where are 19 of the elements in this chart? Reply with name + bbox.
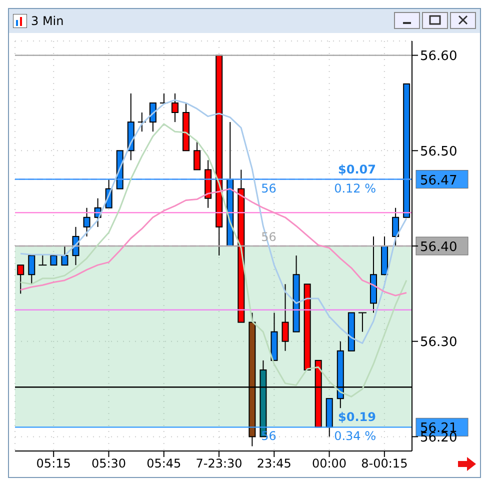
annotation: $0.19 (338, 410, 376, 424)
x-tick-label: 05:45 (146, 456, 182, 471)
annotation: $0.07 (338, 162, 376, 176)
y-tick-label: 56.30 (420, 334, 458, 350)
chart-title: 3 Min (31, 14, 64, 28)
x-tick-label: 8-00:15 (361, 456, 408, 471)
x-tick-label: 05:15 (36, 456, 71, 471)
x-tick-label: 00:00 (312, 456, 347, 471)
annotation: 0.12 % (334, 181, 376, 196)
annotation: 56 (261, 429, 276, 444)
y-tick-label: 56.50 (420, 144, 458, 160)
ref-line-label: 56.47 (420, 173, 458, 188)
annotation: 56 (261, 181, 276, 196)
ref-line-label: 56.40 (420, 240, 458, 255)
x-tick-label: 7-23:30 (196, 456, 242, 471)
x-tick-label: 05:30 (91, 456, 126, 471)
y-tick-label: 56.60 (420, 48, 458, 64)
x-tick-label: 23:45 (256, 456, 292, 471)
annotation: 0.34 % (334, 429, 376, 444)
